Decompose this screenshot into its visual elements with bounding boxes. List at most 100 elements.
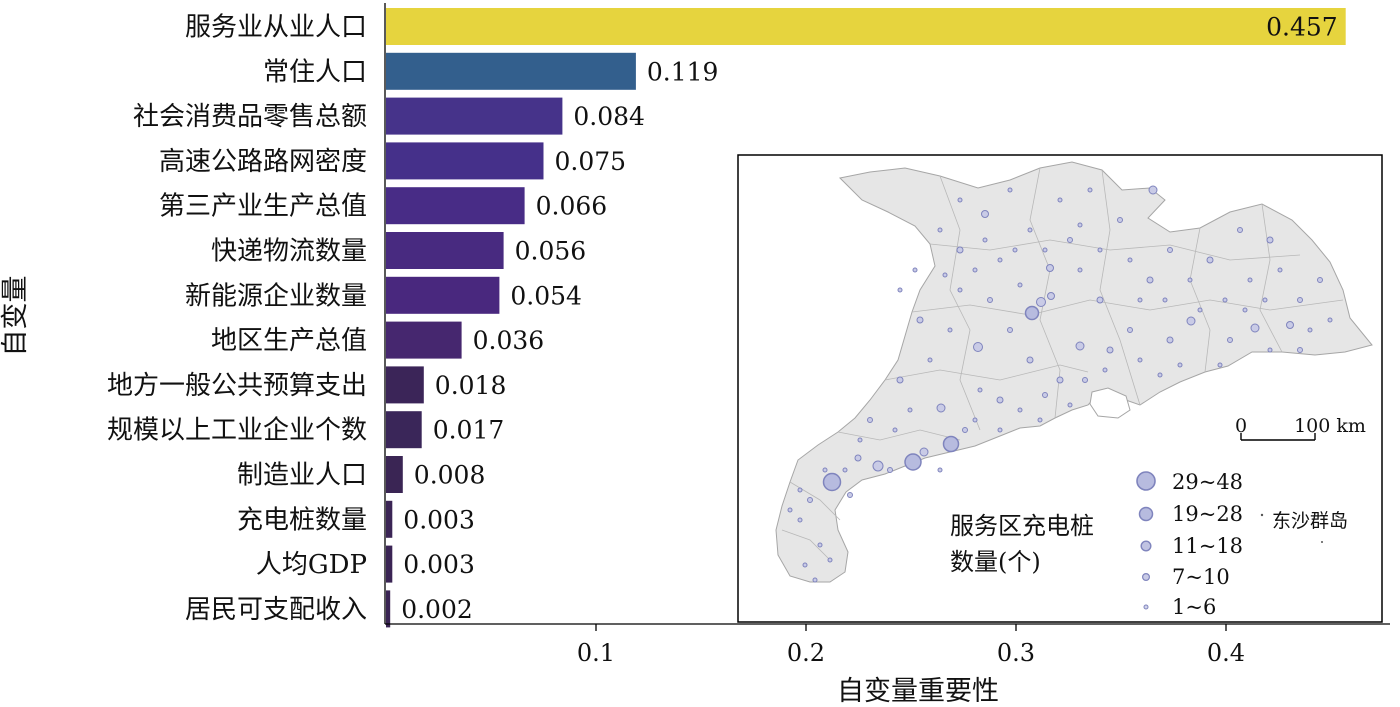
map-marker-5 [1047, 292, 1055, 300]
scale-bar-label: 100 km [1294, 415, 1366, 437]
category-label-5: 快递物流数量 [211, 237, 367, 267]
province-land-shape [775, 161, 1373, 583]
map-marker-83 [907, 407, 913, 413]
legend-label-11-18: 11~18 [1172, 534, 1243, 558]
map-marker-41 [1297, 347, 1303, 353]
map-marker-17 [1046, 264, 1054, 272]
inset-map: 0 100 km 服务区充电桩 数量(个) 29~48 19~28 11~18 … [737, 154, 1383, 623]
bar-13 [386, 590, 391, 628]
map-marker-86 [842, 467, 848, 473]
map-marker-44 [817, 542, 823, 548]
category-labels: 服务业从业人口常住人口社会消费品零售总额高速公路路网密度第三产业生产总值快递物流… [107, 13, 367, 625]
legend-label-19-28: 19~28 [1172, 502, 1243, 526]
map-marker-12 [1186, 316, 1196, 326]
map-marker-50 [977, 387, 983, 393]
x-tick-label-1: 0.2 [787, 639, 825, 667]
map-marker-2 [942, 435, 960, 453]
map-marker-63 [937, 227, 943, 233]
map-marker-67 [1127, 257, 1133, 263]
map-marker-13 [1250, 323, 1260, 333]
map-marker-55 [947, 327, 953, 333]
y-axis-label: 自变量 [0, 276, 31, 357]
map-marker-76 [1157, 372, 1163, 378]
map-marker-18 [1096, 296, 1104, 304]
map-marker-32 [1166, 336, 1174, 344]
map-marker-56 [957, 287, 963, 293]
category-label-10: 制造业人口 [237, 461, 367, 491]
bar-6 [386, 276, 500, 314]
map-marker-102 [1197, 307, 1203, 313]
map-marker-80 [1037, 417, 1043, 423]
map-marker-1 [904, 453, 922, 471]
value-label-11: 0.003 [403, 505, 475, 534]
charging-station-markers [787, 185, 1333, 583]
map-marker-37 [1067, 237, 1073, 243]
map-marker-105 [1262, 297, 1268, 303]
value-label-6: 0.054 [510, 281, 582, 310]
bar-1 [386, 52, 636, 90]
map-marker-71 [1327, 317, 1333, 323]
map-marker-43 [797, 517, 803, 523]
bar-3 [386, 142, 544, 180]
map-marker-70 [1277, 267, 1283, 273]
value-label-12: 0.003 [403, 550, 475, 579]
bar-0 [386, 8, 1346, 45]
map-marker-16 [981, 210, 989, 218]
map-marker-87 [822, 467, 828, 473]
map-marker-8 [919, 447, 929, 457]
bar-8 [386, 366, 424, 404]
map-marker-66 [1077, 267, 1083, 273]
category-label-2: 社会消费品零售总额 [133, 102, 367, 132]
map-marker-19 [1146, 276, 1154, 284]
value-label-8: 0.018 [435, 371, 507, 400]
map-marker-53 [1082, 377, 1088, 383]
map-marker-31 [1127, 327, 1133, 333]
map-marker-29 [1056, 376, 1064, 384]
map-marker-42 [807, 497, 813, 503]
map-marker-20 [1206, 256, 1214, 264]
map-marker-79 [1067, 402, 1073, 408]
map-marker-59 [1057, 197, 1063, 203]
legend-marker-29-48 [1136, 471, 1156, 491]
map-marker-98 [1077, 222, 1083, 228]
scale-bar: 0 100 km [1235, 415, 1366, 441]
map-marker-89 [787, 507, 793, 513]
map-marker-101 [1162, 297, 1168, 303]
map-marker-34 [1297, 297, 1303, 303]
x-ticks: 0.1 0.2 0.3 0.4 [577, 624, 1245, 667]
map-marker-54 [927, 357, 933, 363]
county-boundaries [781, 167, 1344, 561]
map-marker-85 [857, 437, 863, 443]
map-marker-49 [962, 427, 968, 433]
category-label-6: 新能源企业数量 [185, 281, 367, 311]
map-marker-82 [972, 417, 978, 423]
map-marker-96 [1012, 247, 1018, 253]
value-label-7: 0.036 [473, 326, 545, 355]
map-marker-52 [1042, 392, 1048, 398]
category-label-12: 人均GDP [256, 550, 367, 580]
map-marker-92 [897, 287, 903, 293]
map-marker-23 [956, 246, 964, 254]
map-marker-6 [872, 460, 884, 472]
category-label-9: 规模以上工业企业个数 [107, 416, 367, 446]
x-tick-label-0: 0.1 [577, 639, 615, 667]
map-marker-62 [957, 197, 963, 203]
bar-12 [386, 545, 393, 583]
value-label-5: 0.056 [515, 237, 587, 266]
x-tick-label-3: 0.4 [1207, 639, 1245, 667]
legend-marker-11-18 [1140, 540, 1152, 552]
map-marker-48 [937, 467, 943, 473]
map-marker-7 [854, 454, 862, 462]
map-marker-47 [887, 467, 893, 473]
scale-bar-zero: 0 [1235, 415, 1247, 437]
dongsha-island-dot-small [1321, 541, 1323, 543]
category-label-7: 地区生产总值 [211, 326, 367, 356]
map-marker-94 [942, 272, 948, 278]
map-marker-15 [1148, 185, 1158, 195]
bar-2 [386, 97, 563, 135]
map-marker-40 [1237, 227, 1243, 233]
map-marker-90 [827, 557, 833, 563]
bar-7 [386, 321, 462, 359]
